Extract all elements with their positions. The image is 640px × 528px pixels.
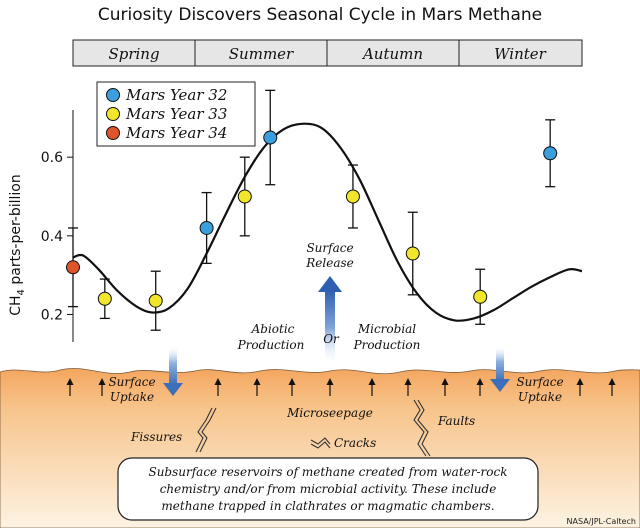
data-point-s0-p0 [199,220,214,235]
legend-label-year-34: Mars Year 34 [125,124,227,142]
surface-uptake-arrow-right [490,345,510,392]
legend-marker-year-32 [106,88,120,102]
fissures-label: Fissures [130,430,182,444]
data-points [66,130,558,308]
surface-release-label-1: Surface [306,241,353,255]
seep-arrow-7 [404,378,412,396]
surface-release-label-2: Release [305,256,354,270]
y-axis-label: CH4 parts-per-billion [8,174,27,316]
y-tick-label-2: 0.6 [41,150,63,166]
credit-text: NASA/JPL-Caltech [567,517,636,526]
or-label: Or [323,332,340,346]
seep-arrow-5 [326,378,334,396]
seep-arrow-1 [98,378,106,396]
legend-item-year-32: Mars Year 32 [106,86,227,104]
season-autumn: Autumn [361,45,423,63]
seep-arrow-6 [368,378,376,396]
microbial-label-1: Microbial [357,322,416,336]
uptake-right-label-1: Surface [516,375,563,389]
seep-arrow-3 [253,378,261,396]
uptake-left-label-1: Surface [108,375,155,389]
seep-arrow-8 [441,378,449,396]
faults-label: Faults [437,414,475,428]
y-axis-label-sub: 4 [16,289,27,295]
season-spring: Spring [108,45,159,63]
surface-uptake-arrow-left [163,345,183,396]
reservoir-text-3: methane trapped in clathrates or magmati… [161,499,494,513]
annotations: Surface Release Abiotic Production Or Mi… [108,241,563,450]
uptake-right-label-2: Uptake [518,390,562,404]
fissure-lines [195,399,431,457]
fit-curve [72,122,583,322]
legend-label-year-32: Mars Year 32 [125,86,227,104]
seep-arrow-2 [214,378,222,396]
data-point-s2-p0 [66,260,80,275]
legend-item-year-33: Mars Year 33 [106,105,227,123]
season-summer: Summer [229,45,294,63]
season-bar: Spring Summer Autumn Winter [72,39,583,67]
surface-release-arrow [318,276,342,365]
reservoir-text-2: chemistry and/or from microbial activity… [160,482,497,496]
y-tick-label-1: 0.4 [41,229,63,245]
legend: Mars Year 32 Mars Year 33 Mars Year 34 [96,81,256,147]
chart-title: Curiosity Discovers Seasonal Cycle in Ma… [98,5,542,25]
legend-label-year-33: Mars Year 33 [125,105,227,123]
data-point-s1-p4 [405,246,420,261]
microseepage-label: Microseepage [286,406,373,420]
reservoir-callout: Subsurface reservoirs of methane created… [117,457,539,521]
abiotic-label-1: Abiotic [251,322,295,336]
data-point-s0-p1 [263,130,278,145]
seep-arrow-10 [576,378,584,396]
microbial-label-2: Production [353,338,421,352]
legend-marker-year-34 [106,126,120,140]
uptake-left-label-2: Uptake [110,390,154,404]
microseepage-arrows [66,378,616,396]
data-point-s1-p1 [148,293,163,308]
seep-arrow-4 [288,378,296,396]
legend-item-year-34: Mars Year 34 [106,124,227,142]
y-axis-label-rest: parts-per-billion [8,174,24,289]
seep-arrow-0 [66,378,74,396]
reservoir-text-1: Subsurface reservoirs of methane created… [148,465,507,479]
legend-marker-year-33 [106,107,120,121]
data-point-s1-p0 [97,291,112,306]
abiotic-label-2: Production [237,338,305,352]
seep-arrow-9 [476,378,484,396]
data-point-s1-p5 [473,289,488,304]
y-axis-label-main: CH [8,295,24,315]
y-ticks: 0.2 0.4 0.6 [41,150,73,323]
seep-arrow-11 [608,378,616,396]
data-point-s0-p2 [543,146,558,161]
data-point-s1-p3 [345,189,360,204]
season-winter: Winter [494,45,547,63]
cracks-label: Cracks [334,436,376,450]
data-point-s1-p2 [237,189,252,204]
y-tick-label-0: 0.2 [41,307,63,323]
